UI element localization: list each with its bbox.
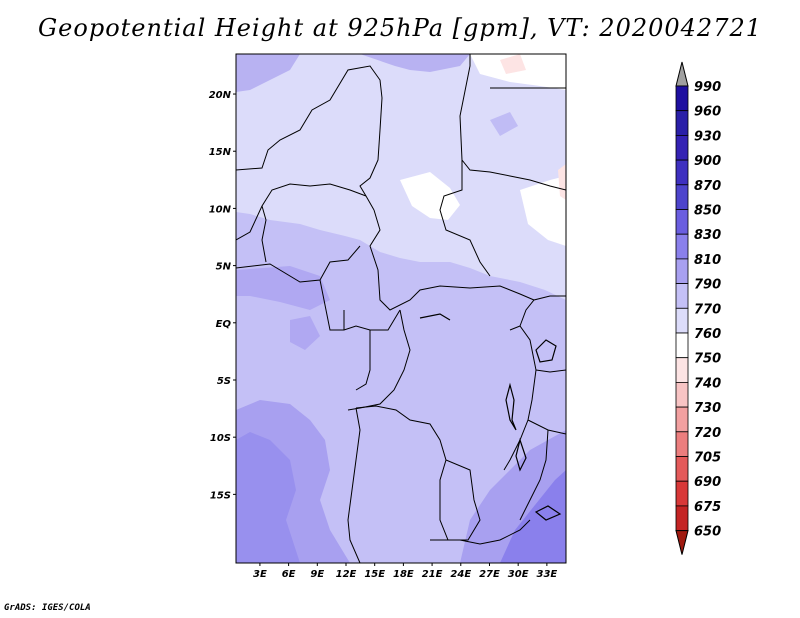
lat-label: EQ (216, 319, 232, 330)
longitude-ticks (259, 563, 548, 566)
colorbar-label: 830 (694, 228, 721, 243)
colorbar-label: 760 (694, 327, 721, 342)
colorbar-swatch (675, 209, 689, 235)
colorbar-label: 650 (694, 525, 721, 540)
field-760-770-ne (470, 54, 566, 90)
longitude-labels: 3E 6E 9E 12E 15E 18E 21E 24E 27E 30E 33E (253, 569, 557, 580)
colorbar-label: 900 (694, 154, 721, 169)
lat-label: 15S (210, 490, 231, 501)
colorbar-label: 930 (694, 129, 721, 144)
colorbar-top-arrow (675, 61, 689, 87)
height-field (236, 54, 566, 563)
colorbar-swatch (675, 505, 689, 531)
lat-label: 10S (210, 433, 231, 444)
colorbar-swatch (675, 406, 689, 433)
colorbar-label: 870 (694, 179, 721, 194)
field-770-790 (236, 54, 566, 300)
lat-label: 5N (216, 262, 232, 273)
lon-label: 3E (253, 569, 267, 580)
lon-label: 6E (282, 569, 296, 580)
lon-label: 33E (536, 569, 557, 580)
colorbar-swatch (675, 480, 689, 507)
lat-label: 5S (217, 376, 231, 387)
latitude-labels: 20N 15N 10N 5N EQ 5S 10S 15S (209, 90, 232, 501)
lon-label: 9E (310, 569, 324, 580)
field-760-770-center (400, 172, 460, 220)
map-frame (235, 53, 567, 564)
colorbar-swatch (675, 332, 689, 359)
field-850-870-se (500, 470, 566, 563)
colorbar-label: 850 (694, 204, 721, 219)
colorbar-swatch (675, 283, 689, 309)
latitude-ticks (233, 93, 236, 495)
lakes (419, 313, 562, 521)
colorbar-label: 990 (694, 80, 721, 95)
grads-credit: GrADS: IGES/COLA (4, 603, 91, 613)
colorbar-swatch (675, 258, 689, 284)
country-borders (236, 54, 566, 563)
colorbar-label: 720 (694, 426, 721, 441)
colorbar-label: 740 (694, 376, 721, 391)
colorbar-label: 810 (694, 253, 721, 268)
colorbar-swatch (675, 134, 689, 161)
field-810-830-gulf (290, 316, 320, 350)
colorbar-swatch (675, 184, 689, 210)
field-750-760-ne (500, 54, 526, 74)
lat-label: 10N (209, 204, 232, 215)
colorbar-label: 675 (694, 500, 721, 515)
lon-label: 18E (393, 569, 414, 580)
colorbar-swatch (675, 456, 689, 482)
field-810-830-n (360, 54, 470, 72)
lat-label: 20N (209, 90, 232, 101)
lon-label: 24E (450, 569, 471, 580)
field-750-760-e (558, 164, 566, 200)
colorbar-bottom-arrow (675, 530, 689, 555)
colorbar-swatch (675, 357, 689, 383)
colorbar-swatch (675, 381, 689, 408)
colorbar-label: 730 (694, 401, 721, 416)
colorbar-label: 770 (694, 302, 721, 317)
colorbar-swatch (675, 233, 689, 260)
colorbar-swatch (675, 307, 689, 334)
field-850-870-sw (236, 432, 300, 563)
colorbar-label: 960 (694, 105, 721, 120)
colorbar-label: 690 (694, 475, 721, 490)
lon-label: 21E (422, 569, 443, 580)
colorbar-swatch (675, 159, 689, 186)
field-760-770-east (520, 176, 566, 246)
chart-title: Geopotential Height at 925hPa [gpm], VT:… (38, 14, 762, 42)
lon-label: 27E (479, 569, 500, 580)
colorbar-label: 705 (694, 451, 721, 466)
colorbar-label: 790 (694, 278, 721, 293)
field-810-830-west (236, 266, 330, 310)
colorbar: 990 960 930 900 870 850 830 810 790 770 760 750 740 7… (675, 61, 721, 555)
colorbar-swatch (675, 431, 689, 457)
field-810-830-ne (490, 112, 518, 136)
lat-label: 15N (209, 147, 232, 158)
colorbar-label: 750 (694, 352, 721, 367)
colorbar-swatch (675, 85, 689, 112)
field-810-830-nw (236, 54, 300, 92)
lon-label: 30E (508, 569, 529, 580)
lon-label: 12E (336, 569, 357, 580)
lon-label: 15E (364, 569, 385, 580)
colorbar-swatch (675, 110, 689, 136)
